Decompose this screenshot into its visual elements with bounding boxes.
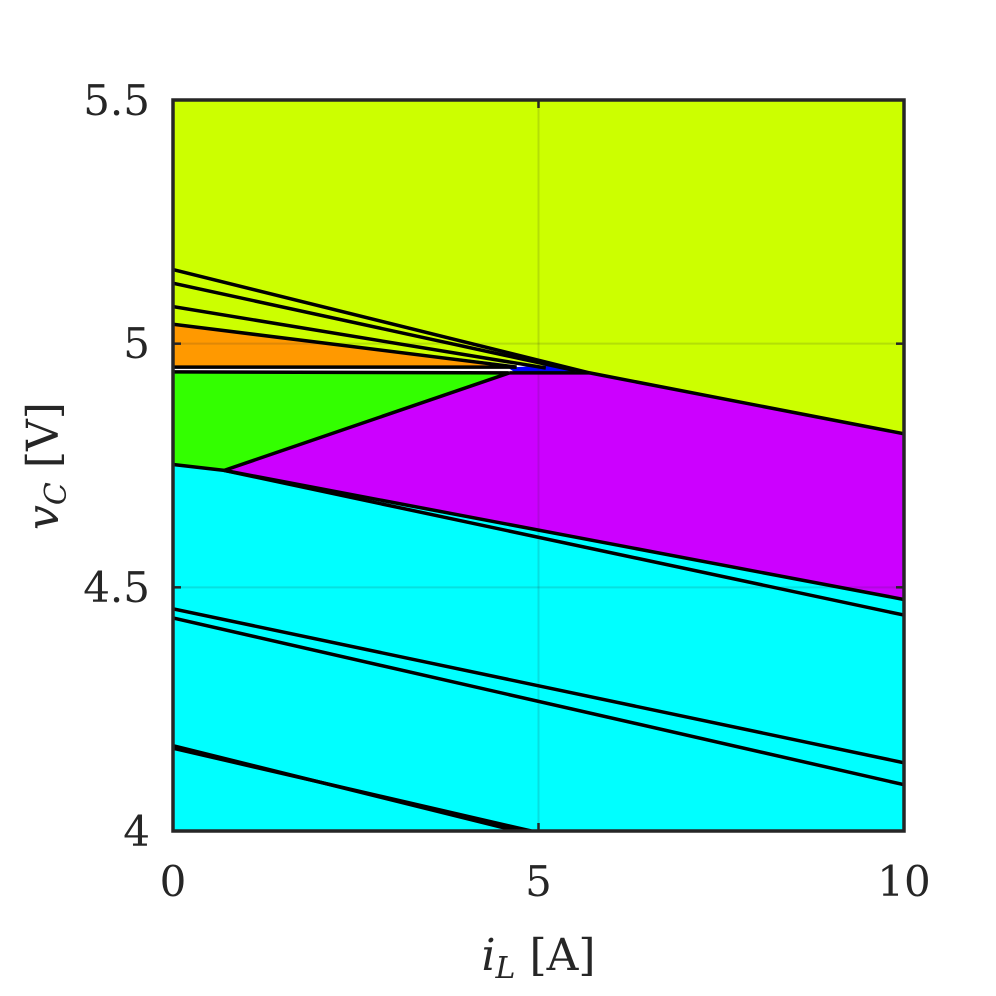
y-tick-1: 4.5 — [83, 563, 150, 612]
region-fills — [173, 100, 904, 831]
boundary-line-2 — [173, 304, 547, 370]
boundary-line-12 — [173, 607, 904, 765]
boundary-line-15 — [173, 746, 532, 831]
boundary-line-1 — [173, 281, 576, 373]
x-tick-2: 10 — [877, 857, 930, 906]
y-axis-label: vC [V] — [18, 402, 74, 530]
boundary-line-7 — [223, 371, 510, 473]
boundary-line-5 — [173, 370, 510, 375]
x-tick-0: 0 — [160, 857, 187, 906]
region-boundaries — [173, 267, 904, 831]
boundary-line-0 — [173, 267, 591, 375]
axis-ticks — [171, 98, 906, 833]
x-axis-label: iL [A] — [481, 930, 595, 986]
boundary-line-10 — [223, 468, 904, 602]
y-tick-0: 4 — [123, 807, 150, 856]
boundary-line-13 — [173, 616, 904, 787]
x-tick-1: 5 — [525, 857, 552, 906]
y-tick-2: 5 — [123, 319, 150, 368]
boundary-line-8 — [589, 371, 904, 436]
boundary-line-9 — [173, 462, 225, 473]
boundary-line-11 — [223, 468, 904, 617]
y-tick-3: 5.5 — [83, 76, 150, 125]
boundary-line-3 — [173, 322, 517, 369]
